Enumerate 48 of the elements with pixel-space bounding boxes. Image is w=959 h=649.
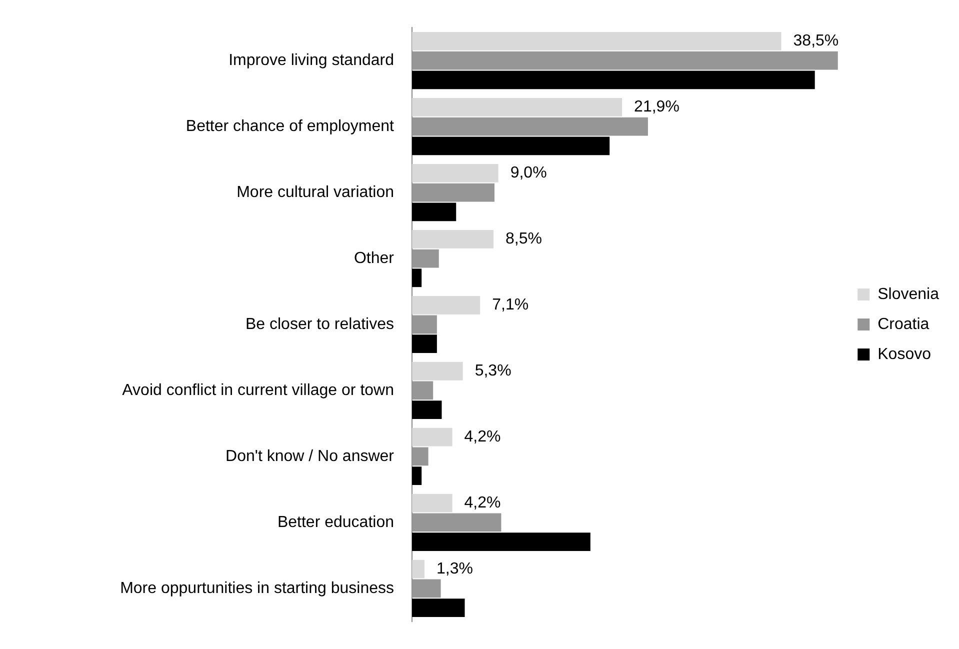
data-label: 4,2% xyxy=(464,494,501,512)
y-tick-label: More cultural variation xyxy=(236,184,394,201)
bar xyxy=(412,362,463,380)
data-label: 38,5% xyxy=(793,32,839,50)
y-tick-label: Avoid conflict in current village or town xyxy=(122,382,394,399)
y-tick-label: Better education xyxy=(277,514,394,531)
bar xyxy=(412,98,622,116)
bar xyxy=(412,136,610,156)
bar xyxy=(412,447,428,466)
bar xyxy=(412,494,452,512)
bar xyxy=(412,560,424,578)
bar xyxy=(412,296,480,314)
data-label: 21,9% xyxy=(634,98,680,116)
bar xyxy=(412,598,465,617)
bar xyxy=(412,466,422,485)
bar xyxy=(412,400,442,420)
bar xyxy=(412,315,437,334)
data-label: 7,1% xyxy=(492,296,529,314)
bar xyxy=(412,428,452,446)
y-tick-label: Other xyxy=(354,250,395,267)
data-label: 5,3% xyxy=(474,362,512,380)
data-label: 4,2% xyxy=(464,428,501,446)
data-label: 9,0% xyxy=(510,164,547,182)
bar xyxy=(412,164,498,182)
y-tick-label: More oppurtunities in starting business xyxy=(120,580,394,597)
bar xyxy=(412,334,437,354)
bar xyxy=(412,230,494,248)
bar xyxy=(412,381,434,400)
bar xyxy=(412,579,441,598)
data-label: 1,3% xyxy=(436,560,473,578)
bar xyxy=(412,249,439,268)
y-tick-label: Better chance of employment xyxy=(186,118,395,135)
y-tick-label: Improve living standard xyxy=(228,52,394,69)
legend-label: Slovenia xyxy=(878,286,940,303)
y-tick-label: Be closer to relatives xyxy=(245,316,394,333)
bar xyxy=(412,70,815,90)
legend-label: Croatia xyxy=(878,316,930,333)
data-label: 8,5% xyxy=(506,230,542,248)
bar xyxy=(412,532,590,551)
bar xyxy=(412,117,648,136)
bar xyxy=(412,268,422,288)
y-tick-label: Don't know / No answer xyxy=(226,448,395,465)
bar xyxy=(412,202,456,222)
bar xyxy=(412,32,782,50)
bar xyxy=(412,51,838,70)
legend-label: Kosovo xyxy=(878,346,932,363)
bar xyxy=(412,183,494,202)
bar xyxy=(412,513,502,532)
